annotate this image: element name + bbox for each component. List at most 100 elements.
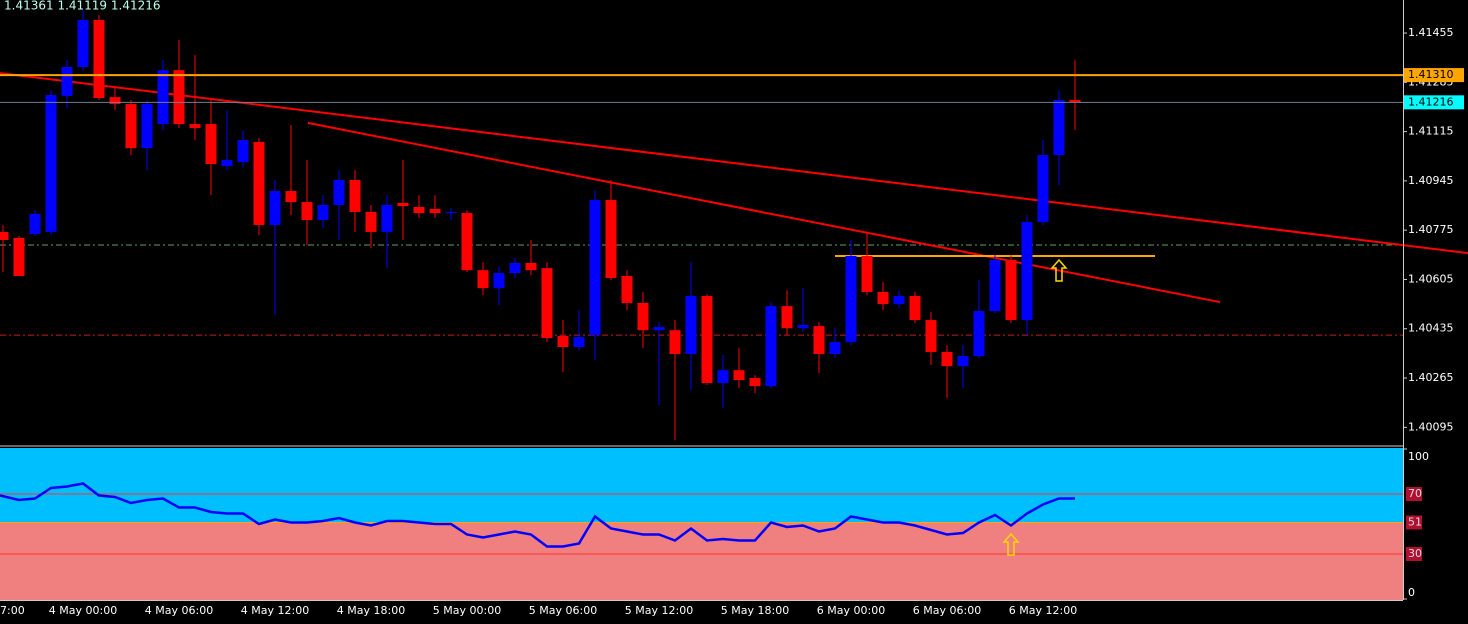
candle-body	[365, 211, 377, 232]
candle-body	[589, 200, 601, 336]
zone-upper	[0, 448, 1403, 523]
candle-body	[797, 324, 809, 329]
x-tick-label: 4 May 06:00	[145, 604, 213, 617]
candle-body	[733, 370, 745, 381]
candle-body	[829, 342, 841, 354]
candle-body	[525, 262, 537, 271]
candle-body	[205, 124, 217, 165]
candle-body	[429, 209, 441, 214]
x-tick-label: 6 May 06:00	[913, 604, 981, 617]
signal-arrow	[1050, 258, 1068, 282]
candle-body	[621, 275, 633, 303]
candle-body	[781, 306, 793, 329]
candle-body	[333, 180, 345, 205]
clipped-time-label: 7:00	[0, 604, 25, 617]
candle-body	[685, 295, 697, 354]
candle-body	[61, 66, 73, 96]
price-label-box	[1404, 68, 1464, 83]
candle-body	[157, 70, 169, 125]
candle-body	[29, 213, 41, 234]
candle-body	[397, 202, 409, 207]
candle-body	[957, 356, 969, 367]
x-tick-label: 6 May 12:00	[1009, 604, 1077, 617]
level-label-box	[1406, 547, 1422, 561]
candle-body	[13, 238, 25, 276]
y-tick-label: 100	[1408, 450, 1429, 463]
candle-body	[1053, 100, 1065, 156]
candle-body	[173, 70, 185, 125]
candle-body	[861, 255, 873, 292]
y-tick-label: 1.40265	[1408, 371, 1454, 384]
candle-body	[509, 262, 521, 274]
price-label: 1.41216	[1408, 95, 1454, 108]
trend-line	[307, 121, 1221, 304]
candle-body	[317, 204, 329, 221]
price-label: 1.41310	[1408, 68, 1454, 81]
candle-body	[381, 204, 393, 232]
candle-body	[765, 306, 777, 387]
candle-body	[1037, 155, 1049, 223]
candle-body	[909, 295, 921, 321]
level-label-box	[1406, 515, 1422, 530]
candle-body	[893, 295, 905, 305]
candle-body	[669, 330, 681, 354]
candle-body	[941, 351, 953, 367]
signal-arrow	[1002, 532, 1020, 556]
x-tick-label: 5 May 06:00	[529, 604, 597, 617]
candle-body	[749, 378, 761, 387]
y-tick-label: 1.41115	[1408, 125, 1454, 138]
level-label-box	[1406, 487, 1422, 501]
candle-body	[701, 295, 713, 383]
y-tick-label: 1.40095	[1408, 420, 1454, 433]
level-label: 70	[1408, 487, 1422, 500]
candle-body	[637, 302, 649, 331]
x-tick-label: 4 May 18:00	[337, 604, 405, 617]
candle-body	[557, 335, 569, 348]
candle-body	[813, 326, 825, 354]
candle-body	[445, 211, 457, 214]
candle-body	[573, 337, 585, 348]
y-tick-label: 0	[1408, 586, 1415, 599]
candle-body	[605, 200, 617, 279]
x-tick-label: 5 May 12:00	[625, 604, 693, 617]
candle-body	[109, 97, 121, 105]
candle-body	[237, 140, 249, 163]
candle-body	[717, 370, 729, 383]
candle-body	[461, 213, 473, 271]
y-tick-label: 1.41455	[1408, 26, 1454, 39]
candle-body	[45, 95, 57, 232]
x-tick-label: 5 May 00:00	[433, 604, 501, 617]
level-label: 30	[1408, 547, 1422, 560]
y-tick-label: 1.40605	[1408, 272, 1454, 285]
x-tick-label: 6 May 00:00	[817, 604, 885, 617]
candle-body	[189, 124, 201, 129]
candle-body	[413, 206, 425, 214]
candle-body	[349, 180, 361, 212]
candle-body	[973, 311, 985, 356]
candle-body	[253, 142, 265, 225]
trend-line	[0, 72, 1468, 255]
candle-body	[141, 104, 153, 149]
candle-body	[77, 20, 89, 67]
candle-body	[269, 191, 281, 225]
x-tick-label: 4 May 00:00	[49, 604, 117, 617]
candle-body	[541, 268, 553, 339]
candle-body	[493, 273, 505, 289]
candle-body	[125, 104, 137, 149]
candle-body	[0, 231, 9, 241]
candle-body	[221, 160, 233, 167]
rsi-line	[0, 482, 1075, 548]
y-tick-label: 1.40775	[1408, 223, 1454, 236]
candle-body	[1005, 260, 1017, 321]
candle-body	[1069, 100, 1081, 103]
candle-body	[925, 320, 937, 352]
x-tick-label: 5 May 18:00	[721, 604, 789, 617]
candle-body	[877, 291, 889, 305]
candle-body	[989, 260, 1001, 312]
candle-body	[653, 327, 665, 331]
candle-body	[1021, 222, 1033, 321]
ohlc-label: 1.41361 1.41119 1.41216	[4, 0, 161, 13]
candle-body	[285, 191, 297, 203]
candle-body	[845, 255, 857, 343]
